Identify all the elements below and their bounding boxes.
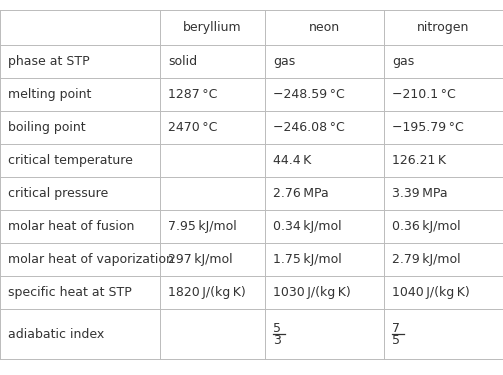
Text: 126.21 K: 126.21 K (392, 154, 446, 167)
Text: molar heat of vaporization: molar heat of vaporization (8, 253, 174, 266)
Text: critical temperature: critical temperature (8, 154, 133, 167)
Text: 3.39 MPa: 3.39 MPa (392, 187, 448, 200)
Text: melting point: melting point (8, 88, 92, 101)
Text: −195.79 °C: −195.79 °C (392, 121, 464, 134)
Text: specific heat at STP: specific heat at STP (8, 286, 132, 299)
Text: nitrogen: nitrogen (417, 21, 470, 34)
Text: neon: neon (309, 21, 340, 34)
Text: molar heat of fusion: molar heat of fusion (8, 220, 134, 233)
Text: 1.75 kJ/mol: 1.75 kJ/mol (273, 253, 342, 266)
Text: 1820 J/(kg K): 1820 J/(kg K) (168, 286, 246, 299)
Text: 7: 7 (392, 321, 400, 334)
Text: 0.36 kJ/mol: 0.36 kJ/mol (392, 220, 461, 233)
Text: phase at STP: phase at STP (8, 55, 90, 68)
Text: gas: gas (273, 55, 295, 68)
Text: gas: gas (392, 55, 414, 68)
Text: solid: solid (168, 55, 197, 68)
Text: 297 kJ/mol: 297 kJ/mol (168, 253, 232, 266)
Text: 5: 5 (392, 333, 400, 346)
Text: 1287 °C: 1287 °C (168, 88, 217, 101)
Text: 1030 J/(kg K): 1030 J/(kg K) (273, 286, 351, 299)
Text: 2.79 kJ/mol: 2.79 kJ/mol (392, 253, 461, 266)
Text: 3: 3 (273, 333, 281, 346)
Text: 0.34 kJ/mol: 0.34 kJ/mol (273, 220, 342, 233)
Text: 2470 °C: 2470 °C (168, 121, 217, 134)
Text: adiabatic index: adiabatic index (8, 327, 104, 340)
Text: 44.4 K: 44.4 K (273, 154, 311, 167)
Text: 5: 5 (273, 321, 281, 334)
Text: −210.1 °C: −210.1 °C (392, 88, 456, 101)
Text: 2.76 MPa: 2.76 MPa (273, 187, 329, 200)
Text: 1040 J/(kg K): 1040 J/(kg K) (392, 286, 470, 299)
Text: beryllium: beryllium (183, 21, 242, 34)
Text: critical pressure: critical pressure (8, 187, 108, 200)
Text: boiling point: boiling point (8, 121, 86, 134)
Text: −246.08 °C: −246.08 °C (273, 121, 345, 134)
Text: 7.95 kJ/mol: 7.95 kJ/mol (168, 220, 237, 233)
Text: −248.59 °C: −248.59 °C (273, 88, 345, 101)
